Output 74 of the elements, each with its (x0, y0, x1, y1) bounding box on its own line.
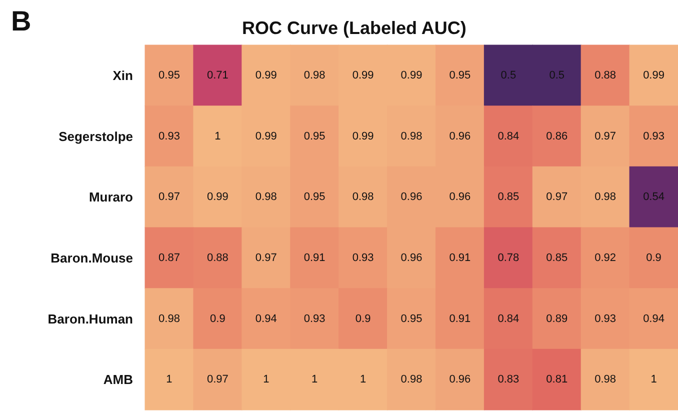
data-label: 0.85 (546, 252, 568, 264)
chart-title: ROC Curve (Labeled AUC) (242, 18, 466, 38)
data-label: 0.96 (449, 130, 471, 142)
data-label: 0.98 (400, 130, 422, 142)
data-label: 0.5 (500, 69, 516, 82)
y-tick-label: AMB (103, 372, 133, 388)
data-label: 0.98 (304, 69, 326, 82)
data-label: 0.99 (400, 69, 422, 82)
data-label: 0.9 (210, 312, 226, 325)
data-label: 0.98 (400, 374, 422, 386)
y-tick-label: Segerstolpe (58, 128, 133, 144)
data-label: 0.93 (594, 312, 616, 325)
data-label: 0.88 (206, 252, 228, 264)
data-label: 0.86 (546, 130, 568, 142)
data-label: 0.99 (206, 191, 228, 204)
data-label: 0.78 (498, 252, 520, 264)
data-label: 0.87 (158, 252, 180, 264)
y-tick-label: Baron.Mouse (50, 250, 133, 266)
data-label: 0.9 (646, 252, 662, 264)
text: B (11, 6, 32, 36)
data-label: 0.98 (352, 191, 374, 204)
data-label: 0.94 (255, 312, 277, 325)
data-label: 0.96 (400, 252, 422, 264)
data-label: 0.98 (158, 312, 180, 325)
data-label: 0.97 (255, 252, 277, 264)
data-label: 0.97 (158, 191, 180, 204)
data-label: 0.99 (255, 130, 277, 142)
data-label: 0.95 (449, 69, 471, 82)
data-label: 0.91 (304, 252, 326, 264)
data-label: 0.98 (594, 191, 616, 204)
data-label: 0.96 (400, 191, 422, 204)
data-label: 0.95 (400, 312, 422, 325)
y-tick-label: Muraro (88, 190, 134, 205)
data-label: 0.83 (498, 374, 520, 386)
data-label: 0.97 (546, 191, 568, 204)
data-label: 1 (166, 374, 172, 386)
data-label: 0.54 (643, 191, 664, 204)
data-label: 0.99 (352, 69, 374, 82)
data-label: 1 (263, 374, 270, 386)
data-label: 1 (360, 374, 366, 386)
data-label: 0.99 (352, 130, 374, 142)
data-label: 0.95 (304, 191, 326, 204)
data-label: 0.5 (549, 69, 565, 82)
data-label: 0.93 (352, 252, 374, 264)
data-label: 0.98 (255, 191, 277, 204)
data-label: 0.94 (643, 312, 664, 325)
data-label: 0.84 (498, 130, 520, 142)
data-label: 0.95 (304, 130, 326, 142)
data-label: 0.93 (158, 130, 180, 142)
data-label: 0.88 (594, 69, 616, 82)
data-label: 0.97 (594, 130, 616, 142)
data-label: 1 (650, 374, 657, 386)
data-label: 0.92 (594, 252, 616, 264)
data-label: 0.93 (643, 130, 664, 142)
data-label: 0.96 (449, 191, 471, 204)
data-label: 0.97 (206, 374, 228, 386)
data-label: 0.99 (643, 69, 664, 82)
data-label: 0.85 (498, 191, 520, 204)
data-label: 0.9 (355, 312, 371, 325)
data-label: 1 (312, 374, 318, 386)
data-label: 0.99 (255, 69, 277, 82)
y-tick-label: Baron.Human (48, 311, 134, 326)
data-label: 0.81 (546, 374, 568, 386)
data-label: 0.84 (498, 312, 520, 325)
y-tick-label: Xin (112, 68, 134, 83)
data-label: 0.91 (449, 252, 471, 264)
data-label: 0.91 (449, 312, 471, 325)
data-label: 0.95 (158, 69, 180, 82)
data-label: 0.98 (594, 374, 616, 386)
data-label: 0.89 (546, 312, 568, 325)
data-label: 0.71 (206, 69, 228, 82)
data-label: 0.96 (449, 374, 471, 386)
data-label: 0.93 (304, 312, 326, 325)
data-label: 1 (214, 130, 221, 142)
